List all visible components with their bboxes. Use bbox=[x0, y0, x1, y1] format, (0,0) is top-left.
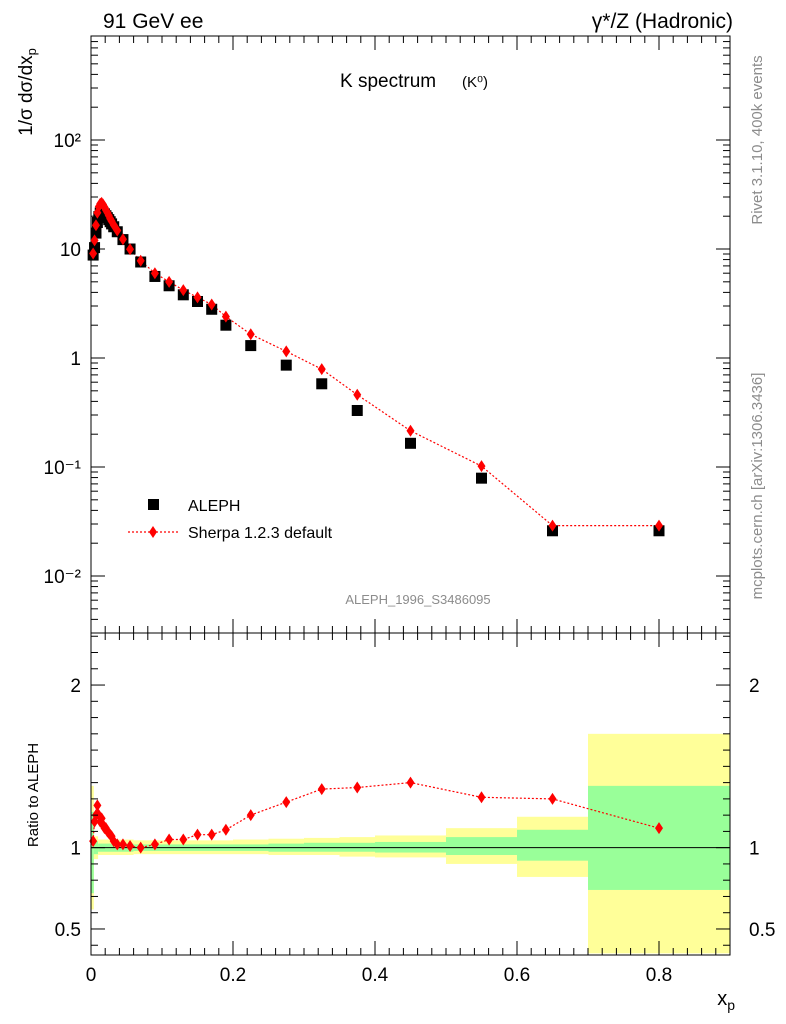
rivet-version-label: Rivet 3.1.10, 400k events bbox=[749, 55, 766, 224]
sherpa-point bbox=[548, 519, 557, 532]
sherpa-ratio-point bbox=[548, 792, 557, 805]
inner-band-bin bbox=[91, 811, 94, 894]
sherpa-point bbox=[353, 388, 362, 401]
sherpa-ratio-point bbox=[93, 799, 102, 812]
sherpa-ratio-point bbox=[655, 822, 663, 835]
main-y-tick-label: 1 bbox=[70, 349, 81, 370]
sherpa-ratio-point bbox=[221, 823, 230, 836]
ratio-axis-ticks bbox=[90, 633, 731, 955]
aleph-point bbox=[245, 340, 257, 352]
sherpa-point bbox=[91, 219, 100, 232]
main-y-tick-label: 10⁻² bbox=[44, 567, 82, 588]
sherpa-ratio-point bbox=[406, 776, 415, 789]
sherpa-point bbox=[655, 519, 663, 532]
sherpa-ratio-point bbox=[317, 783, 326, 796]
sherpa-ratio-point bbox=[113, 838, 122, 851]
ratio-y-axis-label: Ratio to ALEPH bbox=[25, 743, 42, 847]
sherpa-point bbox=[113, 224, 122, 237]
sherpa-ratio-point bbox=[165, 833, 174, 846]
sherpa-point bbox=[221, 310, 230, 323]
sherpa-point bbox=[406, 424, 415, 437]
x-tick-label: 0.2 bbox=[220, 965, 246, 986]
x-axis-label: xp bbox=[717, 988, 735, 1013]
ratio-y-tick-labels: 0.5 0.5 1 1 2 2 bbox=[55, 676, 776, 941]
sherpa-ratio-point bbox=[246, 809, 255, 822]
sherpa-ratio-point bbox=[118, 838, 127, 851]
analysis-id-label: ALEPH_1996_S3486095 bbox=[345, 592, 490, 607]
main-y-tick-label: 10 bbox=[60, 240, 81, 261]
inner-band-bin bbox=[517, 829, 588, 861]
ratio-x-tick-labels: 0 0.2 0.4 0.6 0.8 bbox=[86, 965, 673, 986]
header-process-label: γ*/Z (Hadronic) bbox=[592, 10, 733, 33]
sherpa-point bbox=[150, 267, 159, 280]
ratio-plot-frame bbox=[90, 632, 731, 956]
sherpa-ratio-point bbox=[136, 841, 145, 854]
sherpa-point bbox=[317, 363, 326, 376]
sherpa-point bbox=[89, 247, 98, 260]
main-axis-ticks bbox=[90, 35, 731, 634]
inner-band-bin bbox=[588, 785, 730, 890]
sherpa-points bbox=[89, 196, 663, 532]
sherpa-ratio-point bbox=[282, 796, 291, 809]
ratio-y-tick-label-left: 1 bbox=[70, 839, 81, 860]
sherpa-point bbox=[136, 254, 145, 267]
sherpa-ratio-point bbox=[126, 840, 135, 853]
legend-aleph-label: ALEPH bbox=[188, 498, 240, 515]
main-y-tick-label: 10² bbox=[54, 131, 81, 152]
aleph-point bbox=[405, 437, 416, 449]
uncertainty-bands bbox=[91, 733, 730, 954]
sherpa-point bbox=[193, 291, 202, 304]
ratio-y-tick-label-right: 0.5 bbox=[749, 920, 775, 941]
x-tick-label: 0.8 bbox=[646, 965, 672, 986]
main-y-tick-label: 10⁻¹ bbox=[44, 458, 82, 479]
mcplots-url-label: mcplots.cern.ch [arXiv:1306.3436] bbox=[749, 373, 766, 600]
sherpa-ratio-point bbox=[477, 791, 486, 804]
sherpa-point bbox=[118, 233, 127, 246]
sherpa-point bbox=[165, 275, 174, 288]
ratio-y-tick-label-left: 0.5 bbox=[55, 920, 81, 941]
aleph-point bbox=[220, 319, 232, 331]
legend-sherpa-marker bbox=[149, 526, 157, 538]
ratio-plot-panel: 0.5 0.51 12 2 0 0.2 0.4 0.6 0.8 Ratio to ALEPH … bbox=[25, 632, 776, 1013]
sherpa-point bbox=[477, 460, 486, 473]
aleph-point bbox=[351, 404, 363, 416]
legend-sherpa-label: Sherpa 1.2.3 default bbox=[188, 525, 333, 542]
main-plot-panel: 10⁻² 10⁻¹ 1 10 10² K spectrum (K⁰) ALEPH_199… bbox=[16, 35, 731, 634]
sherpa-ratio-point bbox=[179, 833, 188, 846]
plot-title-suffix: (K⁰) bbox=[462, 74, 488, 91]
sherpa-point bbox=[126, 243, 135, 256]
sherpa-ratio-point bbox=[353, 781, 362, 794]
main-y-axis-label: 1/σ dσ/dxp bbox=[16, 48, 39, 136]
aleph-data-points bbox=[87, 206, 665, 537]
legend: ALEPH Sherpa 1.2.3 default bbox=[128, 498, 333, 542]
sherpa-point bbox=[207, 298, 216, 311]
sherpa-ratio-point bbox=[193, 828, 202, 841]
sherpa-curve bbox=[92, 202, 659, 527]
aleph-point bbox=[476, 472, 487, 484]
aleph-point bbox=[89, 242, 101, 254]
sherpa-point bbox=[179, 284, 188, 297]
main-y-tick-labels: 10⁻² 10⁻¹ 1 10 10² bbox=[44, 131, 82, 588]
aleph-point bbox=[90, 227, 102, 239]
ratio-y-tick-label-right: 1 bbox=[749, 839, 760, 860]
sherpa-point bbox=[282, 345, 291, 358]
sherpa-ratio-point bbox=[207, 828, 216, 841]
x-tick-label: 0.4 bbox=[362, 965, 389, 986]
x-tick-label: 0.6 bbox=[504, 965, 530, 986]
plot-title: K spectrum bbox=[340, 71, 436, 92]
sherpa-point bbox=[90, 234, 99, 247]
ratio-y-tick-label-right: 2 bbox=[749, 676, 760, 697]
inner-band-bin bbox=[446, 837, 517, 855]
aleph-point bbox=[316, 378, 328, 390]
header-energy-label: 91 GeV ee bbox=[103, 10, 203, 33]
main-plot-frame bbox=[90, 35, 731, 634]
sherpa-point bbox=[246, 328, 255, 341]
ratio-y-tick-label-left: 2 bbox=[70, 676, 81, 697]
x-tick-label: 0 bbox=[86, 965, 97, 986]
legend-aleph-marker bbox=[148, 499, 159, 510]
sherpa-ratio-point bbox=[150, 838, 159, 851]
aleph-point bbox=[280, 359, 292, 371]
